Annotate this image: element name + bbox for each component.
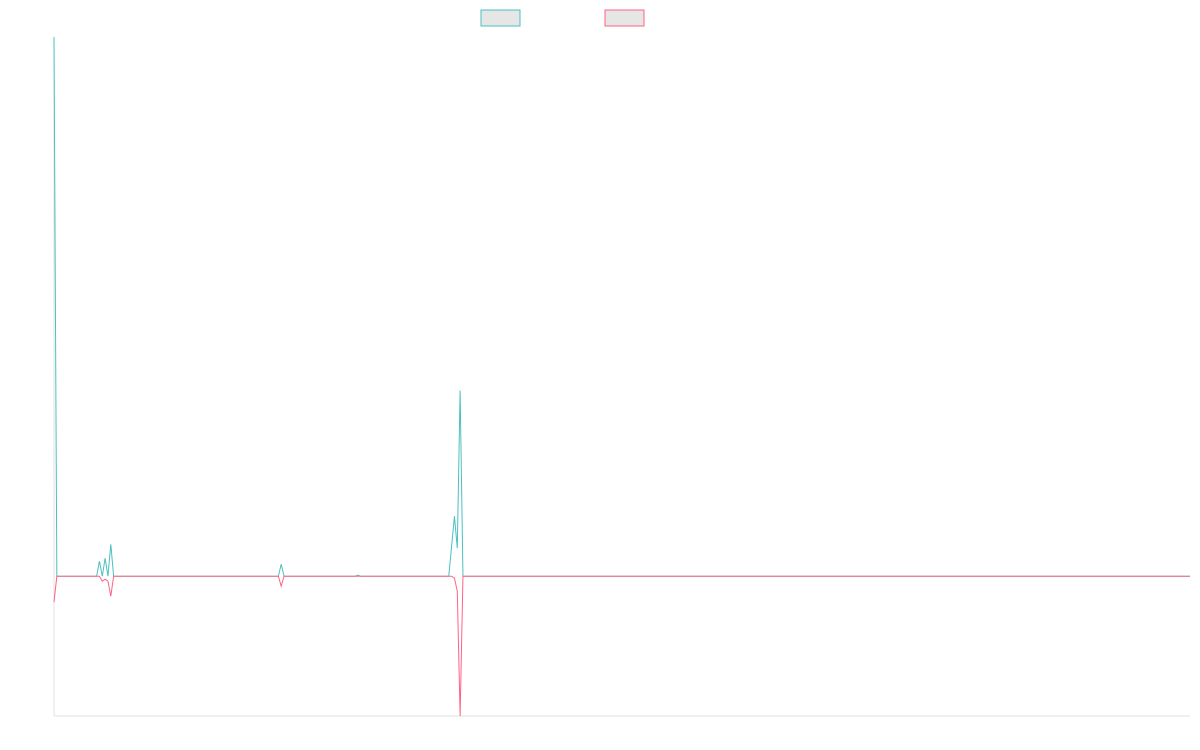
legend-swatch: [604, 9, 645, 27]
legend-swatch: [480, 9, 521, 27]
data-line: [53, 575, 1190, 717]
data-line: [53, 36, 1190, 577]
